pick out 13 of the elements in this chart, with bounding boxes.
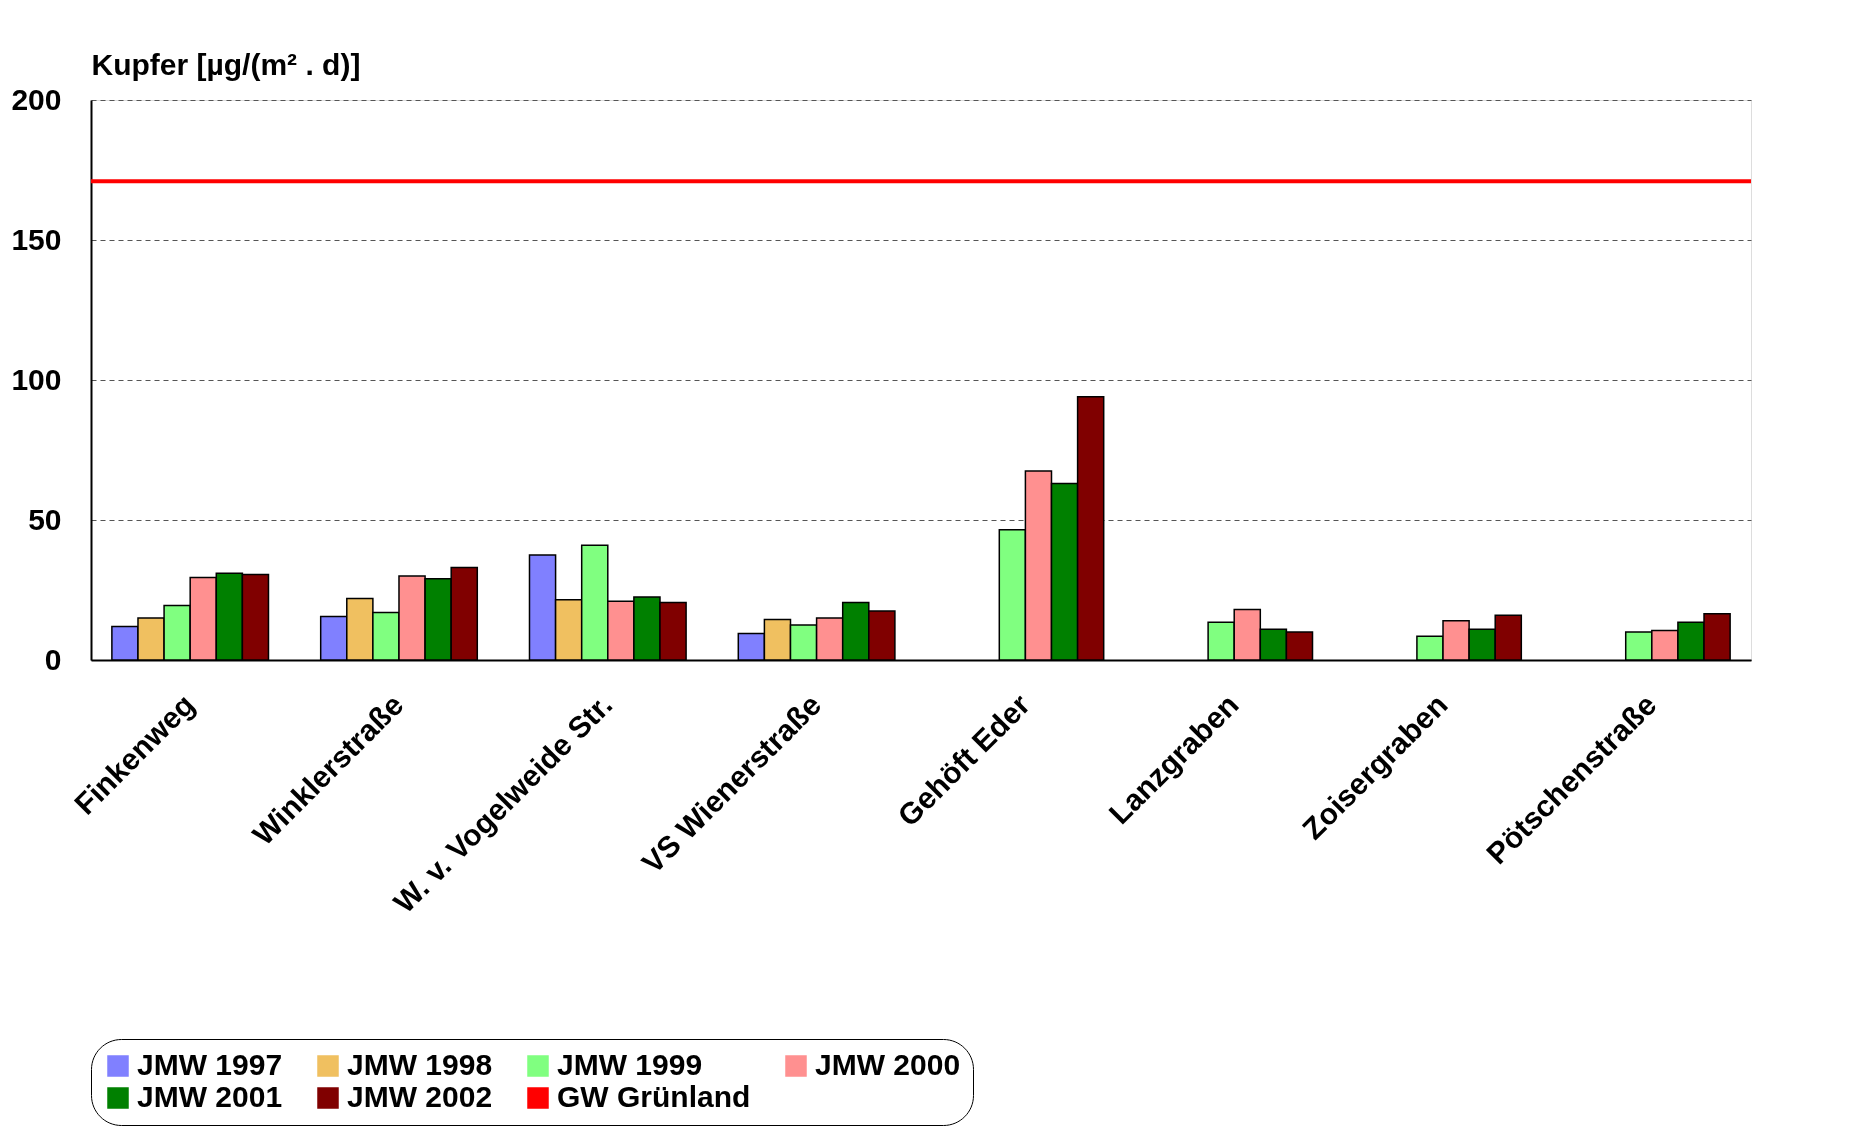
y-tick-label: 200 [11,82,62,116]
y-tick-label: 100 [11,362,62,396]
legend-label: JMW 2001 [137,1080,283,1113]
y-axis-title: Kupfer [µg/(m² . d)] [91,47,361,81]
y-tick-label: 150 [11,222,62,256]
legend-label: JMW 1999 [557,1048,703,1081]
y-tick-label: 50 [28,502,62,536]
legend-label: GW Grünland [557,1080,751,1113]
legend-label: JMW 1997 [137,1048,283,1081]
y-tick-label: 0 [44,642,62,676]
legend-label: JMW 2002 [347,1080,493,1113]
legend-label: JMW 2000 [815,1048,961,1081]
legend-label: JMW 1998 [347,1048,493,1081]
